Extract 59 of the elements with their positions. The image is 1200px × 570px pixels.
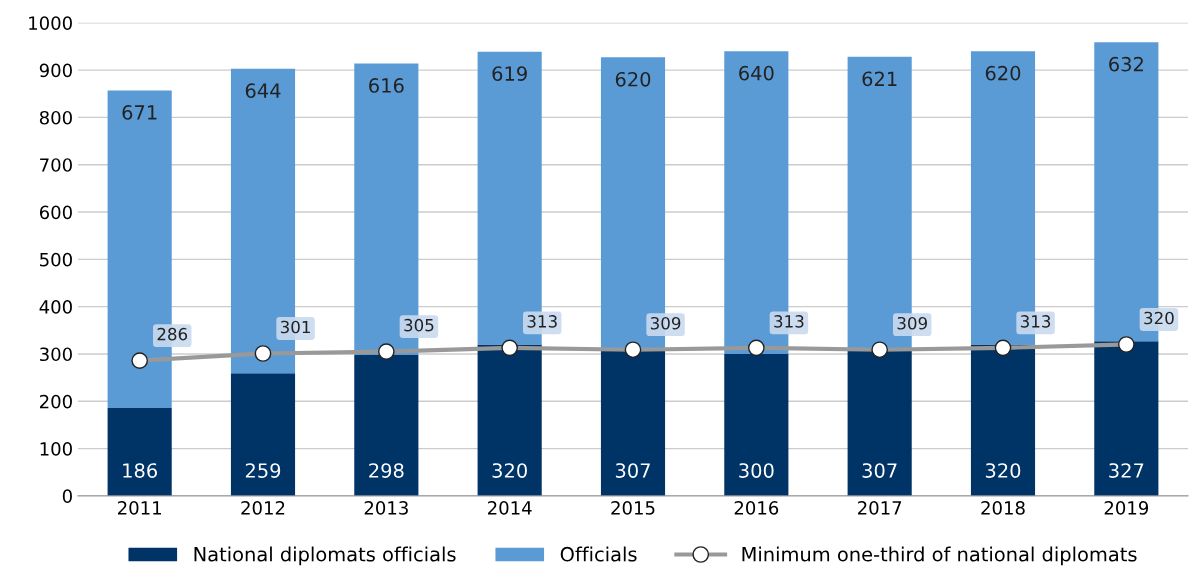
bar	[847, 350, 912, 496]
y-tick-label: 1000	[29, 16, 72, 30]
bar	[230, 373, 296, 496]
bar	[970, 344, 1036, 496]
data-label: 307	[615, 463, 650, 478]
bar	[600, 350, 666, 496]
y-tick-label: 300	[40, 347, 72, 362]
data-label: 298	[369, 463, 404, 478]
bar	[1094, 341, 1159, 496]
x-tick-label: 2013	[364, 501, 408, 515]
data-label: 300	[739, 463, 774, 478]
data-label: 307	[862, 463, 897, 478]
y-tick-label: 600	[39, 205, 72, 220]
y-tick-label: 700	[40, 158, 72, 172]
bar	[354, 354, 419, 496]
data-label: 644	[245, 83, 281, 98]
data-label: 313	[1020, 315, 1051, 328]
legend-label: National diplomats officials	[194, 546, 456, 566]
data-label: 320	[985, 463, 1021, 478]
data-label: 301	[280, 320, 310, 334]
data-label: 320	[492, 463, 527, 478]
x-tick-label: 2017	[858, 501, 902, 515]
y-tick-label: 800	[39, 110, 72, 125]
x-tick-label: 2016	[734, 501, 779, 515]
y-tick-label: 500	[40, 252, 72, 267]
bar	[107, 407, 172, 496]
x-tick-label: 2012	[241, 501, 285, 515]
x-tick-label: 2019	[1104, 501, 1149, 515]
data-label: 632	[1109, 56, 1143, 72]
data-label: 313	[774, 315, 804, 328]
data-label: 616	[369, 78, 404, 93]
data-label: 320	[1144, 311, 1174, 325]
y-tick-label: 100	[40, 442, 72, 456]
data-label: 309	[650, 316, 681, 330]
y-tick-label: 200	[40, 394, 72, 409]
data-label: 286	[157, 327, 188, 341]
data-label: 621	[862, 71, 897, 87]
data-label: 619	[492, 66, 527, 81]
data-label: 671	[122, 105, 157, 120]
x-tick-label: 2014	[488, 501, 532, 515]
x-tick-label: 2015	[611, 501, 655, 515]
data-label: 313	[527, 315, 557, 328]
data-label: 327	[1109, 463, 1144, 478]
data-label: 620	[985, 65, 1021, 81]
data-label: 186	[123, 463, 157, 478]
x-tick-label: 2018	[981, 501, 1025, 515]
bar	[724, 353, 789, 496]
data-label: 305	[404, 318, 434, 332]
data-label: 620	[615, 71, 651, 87]
y-tick-label: 900	[39, 63, 72, 78]
data-label: 259	[245, 463, 281, 478]
legend-label: Minimum one-third of national diplomats	[742, 546, 1137, 566]
bar	[477, 344, 542, 496]
y-tick-label: 0	[62, 489, 72, 504]
data-label: 640	[739, 65, 774, 81]
data-label: 309	[897, 316, 927, 330]
x-tick-label: 2011	[118, 501, 161, 515]
legend-label: Officials	[560, 546, 637, 562]
y-tick-label: 400	[39, 300, 72, 314]
